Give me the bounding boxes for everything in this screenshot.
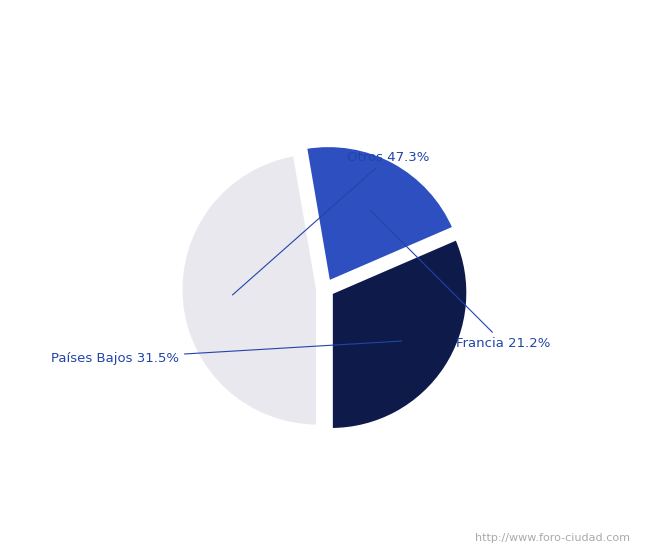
Text: Francia 21.2%: Francia 21.2% [370,211,551,350]
Text: Porcuna - Turistas extranjeros según país - Abril de 2024: Porcuna - Turistas extranjeros según paí… [90,14,560,32]
Wedge shape [306,145,454,282]
Text: Otros 47.3%: Otros 47.3% [233,151,429,295]
Text: http://www.foro-ciudad.com: http://www.foro-ciudad.com [476,534,630,543]
Wedge shape [181,155,318,426]
Wedge shape [331,238,468,430]
Text: Países Bajos 31.5%: Países Bajos 31.5% [51,341,402,365]
